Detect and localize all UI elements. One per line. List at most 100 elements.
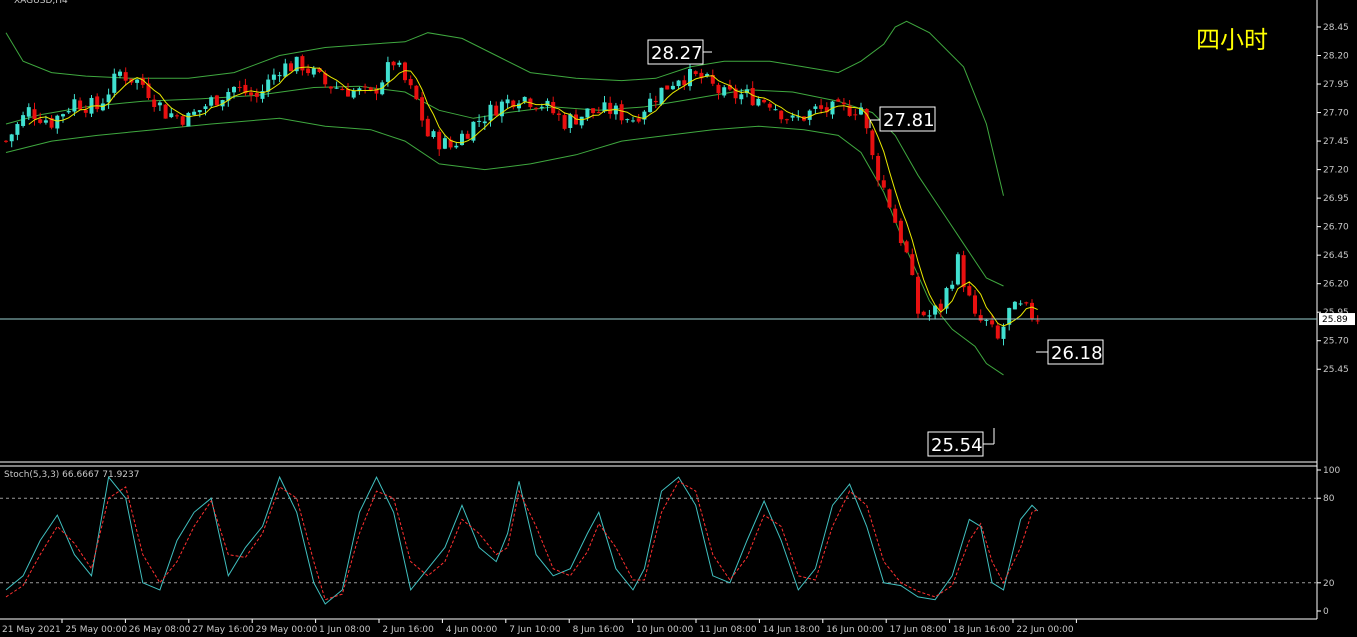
stoch-y-tick-label: 20 xyxy=(1323,579,1335,589)
candle-body xyxy=(232,86,236,93)
stoch-y-tick-label: 80 xyxy=(1323,494,1335,504)
stoch-indicator-label: Stoch(5,3,3) 66.6667 71.9237 xyxy=(4,470,139,480)
candle-body xyxy=(311,68,316,75)
callout-label: 25.54 xyxy=(931,435,983,456)
candle-body xyxy=(585,108,590,118)
candle-body xyxy=(471,121,476,141)
candle-body xyxy=(78,100,83,110)
candle-body xyxy=(237,86,242,88)
candle-body xyxy=(163,104,168,119)
candle-body xyxy=(488,104,493,121)
callout-box xyxy=(647,39,704,65)
y-tick-label: 26.45 xyxy=(1323,251,1349,261)
candle-body xyxy=(340,88,345,91)
stoch-y-tick-label: 100 xyxy=(1323,466,1340,476)
candle-body xyxy=(403,62,407,81)
candle-body xyxy=(420,97,425,121)
candle-body xyxy=(859,107,863,115)
moving-average-line xyxy=(28,66,1038,327)
callout-box xyxy=(1047,339,1104,365)
candle-body xyxy=(135,79,140,83)
candle-body xyxy=(973,295,977,314)
candle-body xyxy=(83,109,88,113)
callout-label: 28.27 xyxy=(651,43,703,64)
x-tick-label: 14 Jun 18:00 xyxy=(763,625,820,635)
candle-body xyxy=(727,85,732,90)
bollinger-lower xyxy=(5,117,1004,376)
candle-body xyxy=(192,111,197,115)
candle-body xyxy=(15,124,20,135)
candle-body xyxy=(950,284,955,289)
candle-body xyxy=(95,96,100,110)
candle-body xyxy=(596,112,601,114)
candle-body xyxy=(140,77,145,85)
candle-body xyxy=(967,286,972,296)
candle-body xyxy=(408,79,413,86)
stoch-signal-line xyxy=(5,480,1038,601)
candle-body xyxy=(289,63,293,72)
candle-body xyxy=(807,110,812,120)
candle-body xyxy=(659,87,664,105)
candle-body xyxy=(152,99,157,107)
candle-body xyxy=(688,68,692,87)
candle-body xyxy=(676,80,681,87)
candle-body xyxy=(66,111,71,113)
candle-body xyxy=(243,84,248,94)
candle-body xyxy=(1035,320,1040,322)
candle-body xyxy=(539,106,544,108)
candle-body xyxy=(642,111,647,120)
candle-body xyxy=(841,102,846,105)
candle-body xyxy=(568,114,573,128)
candle-body xyxy=(693,71,698,75)
candle-body xyxy=(180,116,185,125)
candle-body xyxy=(625,119,630,121)
candle-body xyxy=(898,220,903,244)
candle-body xyxy=(648,98,653,113)
candle-body xyxy=(984,319,989,321)
candle-body xyxy=(26,107,31,117)
candle-body xyxy=(579,116,584,126)
candle-body xyxy=(346,89,350,97)
candle-body xyxy=(9,134,14,142)
candle-body xyxy=(904,241,909,253)
candle-body xyxy=(146,83,151,99)
callout-label: 26.18 xyxy=(1051,343,1103,364)
candle-body xyxy=(990,320,995,325)
candle-body xyxy=(944,288,949,309)
candle-body xyxy=(414,85,419,100)
bollinger-middle xyxy=(5,85,1004,287)
candle-body xyxy=(220,100,225,107)
candle-body xyxy=(254,92,259,97)
candle-body xyxy=(876,155,881,181)
candle-body xyxy=(214,95,219,106)
x-tick-label: 10 Jun 00:00 xyxy=(636,625,693,635)
x-tick-label: 26 May 08:00 xyxy=(129,625,191,635)
y-tick-label: 27.45 xyxy=(1323,137,1349,147)
candle-body xyxy=(1024,302,1029,304)
candle-body xyxy=(705,74,710,77)
candle-body xyxy=(437,131,442,150)
x-tick-label: 11 Jun 08:00 xyxy=(699,625,756,635)
stoch-main-line xyxy=(5,475,1039,605)
candle-body xyxy=(556,113,561,116)
x-tick-label: 17 Jun 08:00 xyxy=(890,625,947,635)
x-tick-label: 27 May 16:00 xyxy=(192,625,254,635)
candle-body xyxy=(431,131,436,137)
candle-body xyxy=(722,87,727,96)
candle-body xyxy=(186,112,191,127)
x-tick-label: 18 Jun 16:00 xyxy=(953,625,1010,635)
callout-label: 27.81 xyxy=(883,110,935,131)
candle-body xyxy=(665,85,670,90)
candle-body xyxy=(961,255,966,288)
candle-body xyxy=(522,96,527,102)
callout-box xyxy=(879,106,936,132)
candle-body xyxy=(306,68,311,74)
candle-body xyxy=(916,276,920,314)
y-tick-label: 27.70 xyxy=(1323,109,1349,119)
candle-body xyxy=(157,102,162,106)
candle-body xyxy=(767,103,772,108)
candle-body xyxy=(733,88,738,99)
candle-body xyxy=(55,115,60,129)
candle-body xyxy=(653,100,658,103)
